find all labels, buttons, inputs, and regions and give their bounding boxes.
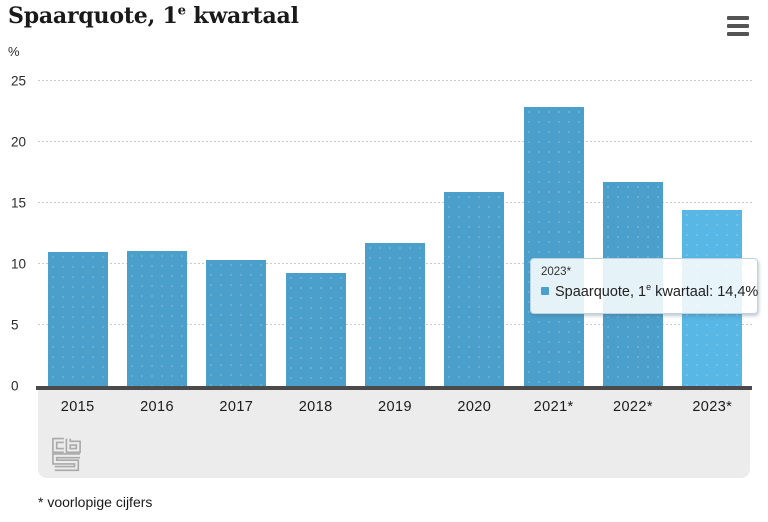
footnote: * voorlopige cijfers — [38, 494, 153, 510]
y-axis-unit-label: % — [8, 44, 20, 59]
cbs-logo — [52, 437, 81, 472]
tooltip-series-row: Spaarquote, 1e kwartaal: 14,4% — [541, 282, 758, 300]
gridline — [38, 80, 752, 81]
bar-2019[interactable] — [365, 243, 425, 386]
x-axis-label-2016: 2016 — [140, 399, 174, 415]
hamburger-bar — [727, 24, 749, 28]
y-axis-labels: 0 5 10 15 20 25 — [11, 74, 37, 394]
bar-2016[interactable] — [127, 250, 187, 386]
y-axis-tick-label: 0 — [11, 378, 19, 394]
bar-cell — [117, 81, 196, 386]
y-axis-tick-label: 5 — [11, 317, 19, 333]
chart-title: Spaarquote, 1e kwartaal — [8, 3, 299, 29]
x-axis-band — [38, 390, 750, 478]
bar-cell — [276, 81, 355, 386]
bar-cell — [38, 81, 117, 386]
bar-cell — [514, 81, 593, 386]
bar-cell — [197, 81, 276, 386]
x-axis-label-2015: 2015 — [60, 399, 95, 415]
plot-area — [38, 80, 752, 386]
gridline — [38, 202, 752, 203]
bar-cell — [593, 81, 672, 386]
x-axis-label-2023: 2023* — [692, 399, 733, 415]
x-axis-label-2018: 2018 — [298, 399, 333, 415]
bar-cell — [435, 81, 514, 386]
bar-2018[interactable] — [285, 272, 346, 386]
x-axis-labels: 2015 2016 2017 2018 2019 2020 2021* 2022* 2023* — [38, 399, 752, 415]
tooltip-series-label: Spaarquote, 1e kwartaal: 14,4% — [555, 282, 759, 300]
chart-title-suffix: kwartaal — [185, 3, 299, 29]
gridline — [38, 141, 752, 142]
y-axis-tick-label: 20 — [11, 134, 27, 150]
tooltip-header: 2023* — [541, 266, 572, 278]
x-axis-label-2019: 2019 — [378, 399, 412, 415]
x-axis-label-2022: 2022* — [613, 399, 653, 415]
y-axis-tick-label: 15 — [11, 195, 27, 211]
bar-2020[interactable] — [444, 192, 505, 386]
bar-cell — [673, 81, 752, 386]
y-axis-tick-label: 25 — [11, 73, 27, 89]
bar-2021[interactable] — [523, 106, 584, 386]
bar-cell — [355, 81, 434, 386]
bar-2017[interactable] — [206, 260, 267, 386]
y-axis-tick-label: 10 — [11, 256, 27, 272]
hamburger-bar — [727, 32, 749, 36]
bars-container — [38, 81, 752, 386]
hamburger-bar — [727, 16, 749, 20]
chart-title-superscript: e — [177, 3, 186, 19]
x-axis-label-2017: 2017 — [219, 399, 254, 415]
hamburger-menu-icon[interactable] — [727, 16, 749, 36]
x-axis-line — [36, 386, 752, 390]
x-axis-label-2021: 2021* — [533, 399, 574, 415]
series-marker-icon — [541, 286, 549, 295]
bar-2015[interactable] — [47, 251, 108, 386]
chart-title-text: Spaarquote, 1 — [8, 3, 178, 29]
tooltip: 2023* Spaarquote, 1e kwartaal: 14,4% — [530, 258, 758, 314]
x-axis-label-2020: 2020 — [457, 399, 492, 415]
